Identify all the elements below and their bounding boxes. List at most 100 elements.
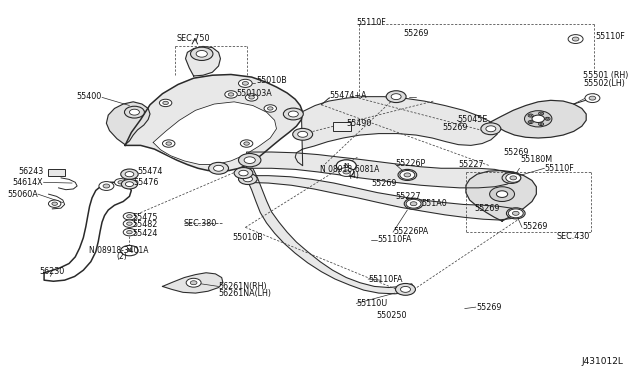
Text: SEC.380: SEC.380 <box>183 219 216 228</box>
Circle shape <box>49 200 61 208</box>
Circle shape <box>585 94 600 103</box>
Circle shape <box>572 37 579 41</box>
Text: 55227: 55227 <box>458 160 484 169</box>
Text: 551A0: 551A0 <box>421 199 447 208</box>
Circle shape <box>99 182 114 190</box>
Circle shape <box>528 121 533 124</box>
Text: 55474+A: 55474+A <box>330 91 367 100</box>
Text: N 08918-6081A: N 08918-6081A <box>320 165 379 174</box>
Text: 55269: 55269 <box>443 123 468 132</box>
Circle shape <box>125 171 134 177</box>
Circle shape <box>409 201 419 206</box>
Circle shape <box>163 140 175 147</box>
Polygon shape <box>106 102 150 145</box>
Circle shape <box>510 176 516 180</box>
Circle shape <box>481 123 501 135</box>
Polygon shape <box>245 176 518 220</box>
Circle shape <box>241 140 253 147</box>
Circle shape <box>129 109 140 115</box>
Text: SEC.750: SEC.750 <box>177 34 211 43</box>
Circle shape <box>506 208 525 219</box>
Circle shape <box>401 286 410 292</box>
Text: 550250: 550250 <box>376 311 406 320</box>
Text: 55180M: 55180M <box>521 155 553 164</box>
Text: 55476: 55476 <box>133 178 159 187</box>
Polygon shape <box>186 46 220 76</box>
Circle shape <box>243 176 253 182</box>
Text: 55269: 55269 <box>371 179 396 187</box>
Circle shape <box>127 222 132 225</box>
Text: J431012L: J431012L <box>582 357 623 366</box>
Circle shape <box>166 142 172 145</box>
Circle shape <box>529 121 532 123</box>
Circle shape <box>337 160 356 171</box>
Circle shape <box>298 131 308 137</box>
Text: (2): (2) <box>116 252 127 262</box>
Polygon shape <box>466 170 536 221</box>
Circle shape <box>186 278 201 287</box>
Circle shape <box>124 212 136 220</box>
Circle shape <box>486 126 496 132</box>
Text: 54614X: 54614X <box>13 178 44 187</box>
Text: 55227: 55227 <box>395 192 420 201</box>
Circle shape <box>115 179 127 186</box>
Circle shape <box>539 123 543 125</box>
Text: 56243: 56243 <box>18 167 44 176</box>
Circle shape <box>525 111 552 127</box>
Circle shape <box>118 181 124 184</box>
Text: (4): (4) <box>348 171 359 180</box>
Text: 55110FA: 55110FA <box>368 275 403 283</box>
FancyBboxPatch shape <box>48 169 65 176</box>
Text: 56261N(RH): 56261N(RH) <box>218 282 267 291</box>
Text: 55475: 55475 <box>132 213 157 222</box>
Text: SEC.430: SEC.430 <box>557 232 590 241</box>
Circle shape <box>292 128 313 140</box>
Circle shape <box>540 113 542 114</box>
Circle shape <box>545 117 550 120</box>
Text: 55110F: 55110F <box>545 164 574 173</box>
Circle shape <box>507 175 516 181</box>
Circle shape <box>502 172 521 183</box>
Text: 55424: 55424 <box>132 229 157 238</box>
Circle shape <box>406 199 421 208</box>
Circle shape <box>289 111 298 117</box>
Circle shape <box>497 191 508 198</box>
Circle shape <box>508 209 524 218</box>
Text: 55502(LH): 55502(LH) <box>583 79 625 88</box>
Circle shape <box>410 202 417 206</box>
Text: 55269: 55269 <box>476 302 501 312</box>
Circle shape <box>234 167 253 179</box>
Circle shape <box>249 96 254 99</box>
Circle shape <box>239 170 248 176</box>
Text: 550103A: 550103A <box>236 89 272 98</box>
Text: 55010B: 55010B <box>256 76 287 85</box>
Circle shape <box>539 112 543 115</box>
Circle shape <box>125 182 134 186</box>
Circle shape <box>121 246 138 256</box>
Text: 55501 (RH): 55501 (RH) <box>583 71 628 80</box>
Circle shape <box>529 115 532 116</box>
Circle shape <box>547 118 548 119</box>
Circle shape <box>513 211 519 215</box>
Polygon shape <box>153 102 276 164</box>
Text: 55110U: 55110U <box>356 299 387 308</box>
Circle shape <box>190 281 197 285</box>
Text: 55110F: 55110F <box>596 32 625 41</box>
Text: 55226PA: 55226PA <box>393 227 428 235</box>
Circle shape <box>159 99 172 107</box>
Circle shape <box>386 91 406 103</box>
Circle shape <box>127 231 132 234</box>
Circle shape <box>225 91 237 98</box>
Circle shape <box>284 108 303 120</box>
Circle shape <box>506 173 521 182</box>
Circle shape <box>121 169 138 179</box>
Text: 55269: 55269 <box>403 29 429 38</box>
Circle shape <box>122 179 138 189</box>
Circle shape <box>404 173 411 177</box>
Circle shape <box>490 187 515 202</box>
Circle shape <box>264 105 276 112</box>
Circle shape <box>244 157 255 163</box>
Text: N: N <box>127 248 132 253</box>
Circle shape <box>568 35 583 44</box>
Circle shape <box>528 114 533 117</box>
